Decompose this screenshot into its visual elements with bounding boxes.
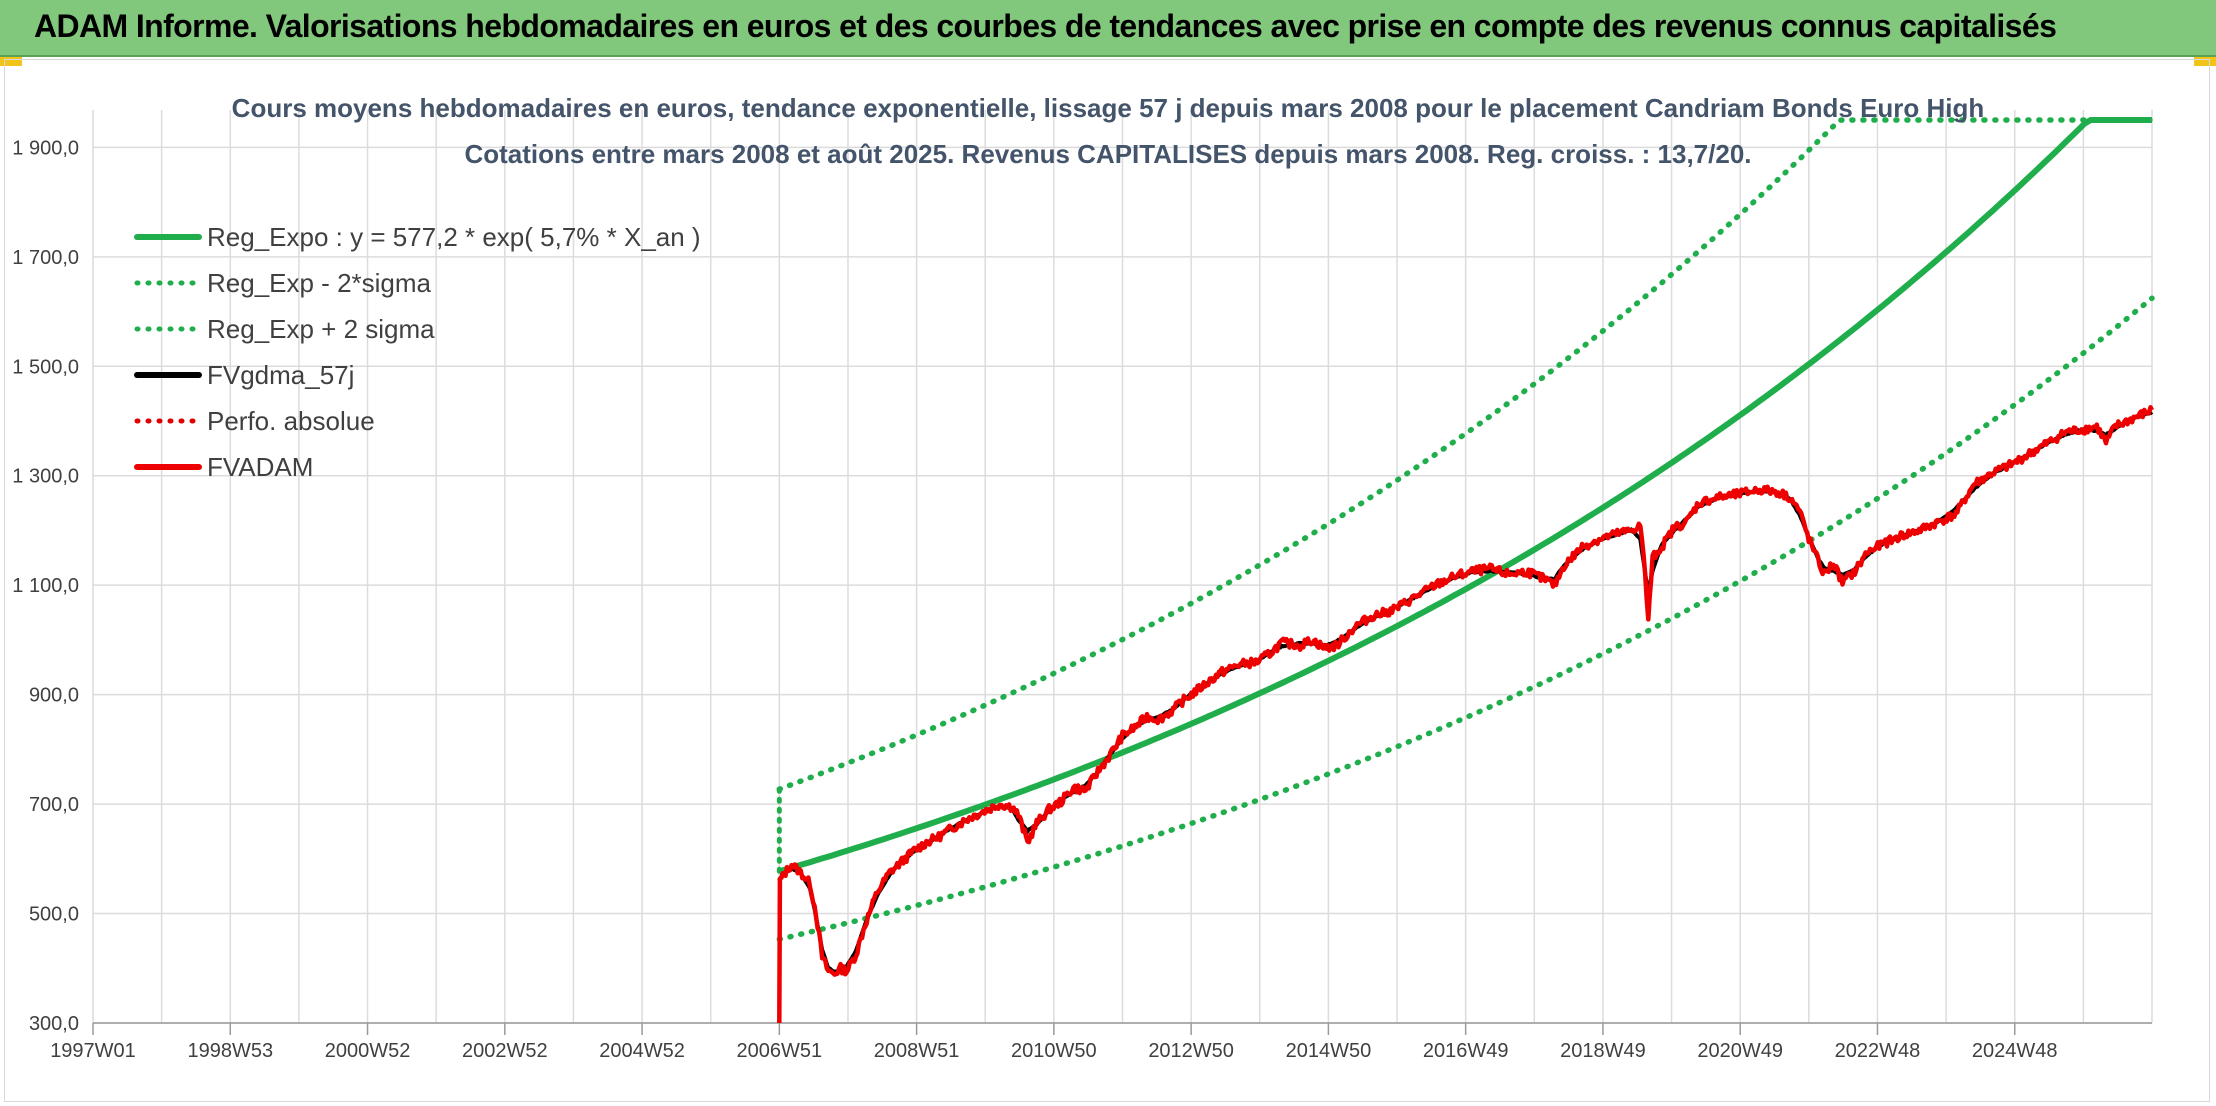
chart-frame <box>4 59 2210 1102</box>
y-tick-label: 1 300,0 <box>12 466 79 488</box>
legend-label-perfo: Perfo. absolue <box>207 406 375 436</box>
chart-legend: Reg_Expo : y = 577,2 * exp( 5,7% * X_an … <box>134 222 701 482</box>
x-tick-label: 2008W51 <box>874 1040 960 1062</box>
y-tick-label: 1 100,0 <box>12 575 79 597</box>
header-banner: ADAM Informe. Valorisations hebdomadaire… <box>0 0 2216 57</box>
series-fvadam <box>777 405 2154 1024</box>
corner-marker-right <box>2194 57 2216 66</box>
x-tick-label: 2024W48 <box>1972 1040 2058 1062</box>
y-tick-label: 900,0 <box>29 685 79 707</box>
chart-axes: 300,0 500,0 700,0 900,0 1 100,0 1 300,0 1 500,… <box>12 137 2152 1062</box>
x-tick-label: 2004W52 <box>599 1040 685 1062</box>
legend-label-fvg: FVgdma_57j <box>207 360 354 390</box>
x-tick-label: 2012W50 <box>1148 1040 1234 1062</box>
x-tick-label: 2016W49 <box>1423 1040 1509 1062</box>
legend-label-fva: FVADAM <box>207 452 313 482</box>
y-tick-label: 1 700,0 <box>12 247 79 269</box>
y-tick-label: 1 500,0 <box>12 356 79 378</box>
series-reg-expo <box>778 117 2152 875</box>
x-tick-label: 2020W49 <box>1697 1040 1783 1062</box>
x-tick-label: 2014W50 <box>1286 1040 1372 1062</box>
chart-title-line: Cours moyens hebdomadaires en euros, ten… <box>232 93 1985 123</box>
legend-label-reg: Reg_Expo : y = 577,2 * exp( 5,7% * X_an … <box>207 222 701 252</box>
y-tick-label: 700,0 <box>29 794 79 816</box>
header-title: ADAM Informe. Valorisations hebdomadaire… <box>34 8 2057 44</box>
legend-label-hi: Reg_Exp + 2 sigma <box>207 314 435 344</box>
x-tick-label: 1997W01 <box>50 1040 136 1062</box>
chart-title-line: Cotations entre mars 2008 et août 2025. … <box>464 139 1751 169</box>
chart-series <box>776 117 2155 1024</box>
y-tick-label: 500,0 <box>29 904 79 926</box>
corner-marker-left <box>0 57 22 66</box>
x-tick-label: 2000W52 <box>325 1040 411 1062</box>
chart-grid <box>92 110 2153 1024</box>
x-tick-label: 2006W51 <box>737 1040 823 1062</box>
x-tick-label: 2002W52 <box>462 1040 548 1062</box>
x-tick-label: 2018W49 <box>1560 1040 1646 1062</box>
x-tick-label: 1998W53 <box>187 1040 273 1062</box>
series-reg-exp-minus-2-sigma <box>776 295 2155 942</box>
legend-label-lo: Reg_Exp - 2*sigma <box>207 268 432 298</box>
x-tick-label: 2022W48 <box>1835 1040 1921 1062</box>
x-tick-label: 2010W50 <box>1011 1040 1097 1062</box>
chart-title: Cours moyens hebdomadaires en euros, ten… <box>232 93 1985 169</box>
y-tick-label: 300,0 <box>29 1013 79 1035</box>
y-tick-label: 1 900,0 <box>12 137 79 159</box>
